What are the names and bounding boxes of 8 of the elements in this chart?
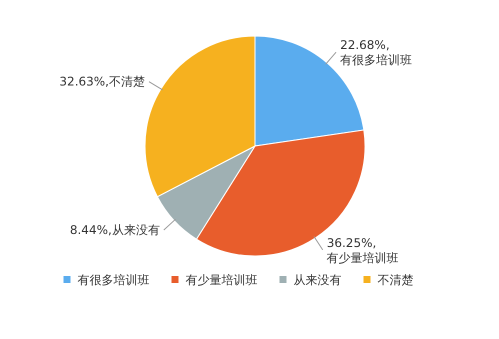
data-label: 36.25%,有少量培训班	[326, 236, 399, 265]
data-label: 32.63%,不清楚	[59, 74, 146, 89]
data-label: 8.44%,从来没有	[70, 223, 160, 238]
legend-label: 有少量培训班	[186, 273, 258, 287]
legend-label: 有很多培训班	[78, 273, 150, 287]
legend-label: 不清楚	[378, 273, 414, 287]
data-label: 22.68%,有很多培训班	[340, 38, 412, 68]
legend-label: 从来没有	[294, 273, 342, 287]
